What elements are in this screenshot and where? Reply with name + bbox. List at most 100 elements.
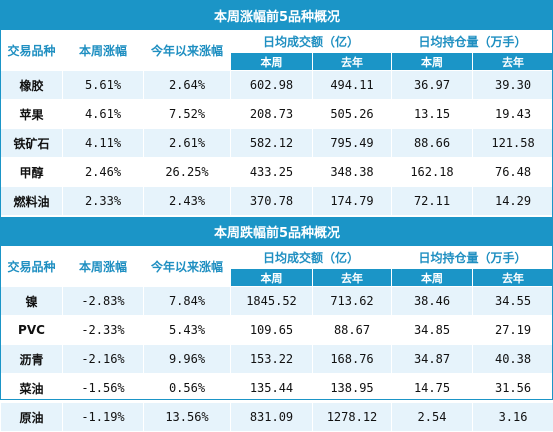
cell-volume-last-year: 348.38 xyxy=(313,158,392,187)
cell-position-last-year: 14.29 xyxy=(473,187,553,216)
top-losers-title: 本周跌幅前5品种概况 xyxy=(1,217,553,247)
cell-ytd-change: 9.96% xyxy=(144,345,231,374)
cell-week-change: 2.33% xyxy=(63,187,144,216)
cell-ytd-change: 2.43% xyxy=(144,187,231,216)
cell-variety: 燃料油 xyxy=(1,187,63,216)
cell-position-this-week: 2.54 xyxy=(392,403,473,432)
cell-position-this-week: 38.46 xyxy=(392,287,473,316)
header-position-group: 日均持仓量（万手） xyxy=(392,247,553,269)
cell-volume-this-week: 208.73 xyxy=(231,100,313,129)
header-volume-group: 日均成交额（亿） xyxy=(231,31,392,53)
cell-position-last-year: 34.55 xyxy=(473,287,553,316)
header-variety: 交易品种 xyxy=(1,247,63,287)
cell-position-last-year: 3.16 xyxy=(473,403,553,432)
cell-position-last-year: 76.48 xyxy=(473,158,553,187)
cell-volume-this-week: 433.25 xyxy=(231,158,313,187)
cell-variety: 甲醇 xyxy=(1,158,63,187)
cell-week-change: 4.11% xyxy=(63,129,144,158)
summary-tables: 本周涨幅前5品种概况 交易品种 本周涨幅 今年以来涨幅 日均成交额（亿） 日均持… xyxy=(0,0,553,400)
cell-volume-this-week: 370.78 xyxy=(231,187,313,216)
cell-week-change: -2.16% xyxy=(63,345,144,374)
cell-position-last-year: 31.56 xyxy=(473,374,553,403)
cell-volume-last-year: 168.76 xyxy=(313,345,392,374)
header-week-change: 本周涨幅 xyxy=(63,31,144,71)
cell-variety: PVC xyxy=(1,316,63,345)
header-position-group: 日均持仓量（万手） xyxy=(392,31,553,53)
header-volume-group: 日均成交额（亿） xyxy=(231,247,392,269)
header-variety: 交易品种 xyxy=(1,31,63,71)
cell-volume-this-week: 153.22 xyxy=(231,345,313,374)
cell-ytd-change: 26.25% xyxy=(144,158,231,187)
cell-volume-last-year: 795.49 xyxy=(313,129,392,158)
cell-week-change: 4.61% xyxy=(63,100,144,129)
cell-volume-this-week: 831.09 xyxy=(231,403,313,432)
cell-volume-this-week: 582.12 xyxy=(231,129,313,158)
cell-variety: 原油 xyxy=(1,403,63,432)
cell-volume-last-year: 494.11 xyxy=(313,71,392,100)
cell-position-this-week: 162.18 xyxy=(392,158,473,187)
cell-ytd-change: 7.84% xyxy=(144,287,231,316)
cell-week-change: -1.56% xyxy=(63,374,144,403)
header-volume-last-year: 去年 xyxy=(313,269,392,287)
cell-week-change: -2.33% xyxy=(63,316,144,345)
cell-volume-this-week: 602.98 xyxy=(231,71,313,100)
cell-volume-this-week: 1845.52 xyxy=(231,287,313,316)
header-position-last-year: 去年 xyxy=(473,53,553,71)
header-week-change: 本周涨幅 xyxy=(63,247,144,287)
cell-volume-this-week: 109.65 xyxy=(231,316,313,345)
top-gainers-title: 本周涨幅前5品种概况 xyxy=(1,1,553,31)
cell-variety: 沥青 xyxy=(1,345,63,374)
cell-variety: 铁矿石 xyxy=(1,129,63,158)
header-volume-this-week: 本周 xyxy=(231,53,313,71)
top-gainers-table: 本周涨幅前5品种概况 交易品种 本周涨幅 今年以来涨幅 日均成交额（亿） 日均持… xyxy=(0,0,553,216)
header-volume-last-year: 去年 xyxy=(313,53,392,71)
cell-position-this-week: 36.97 xyxy=(392,71,473,100)
cell-volume-last-year: 138.95 xyxy=(313,374,392,403)
cell-ytd-change: 2.64% xyxy=(144,71,231,100)
cell-position-this-week: 88.66 xyxy=(392,129,473,158)
cell-position-last-year: 27.19 xyxy=(473,316,553,345)
cell-volume-last-year: 174.79 xyxy=(313,187,392,216)
cell-ytd-change: 13.56% xyxy=(144,403,231,432)
cell-position-this-week: 34.87 xyxy=(392,345,473,374)
cell-volume-last-year: 88.67 xyxy=(313,316,392,345)
cell-variety: 苹果 xyxy=(1,100,63,129)
cell-position-this-week: 14.75 xyxy=(392,374,473,403)
cell-week-change: 5.61% xyxy=(63,71,144,100)
cell-position-this-week: 34.85 xyxy=(392,316,473,345)
cell-position-last-year: 39.30 xyxy=(473,71,553,100)
cell-position-this-week: 13.15 xyxy=(392,100,473,129)
cell-volume-last-year: 505.26 xyxy=(313,100,392,129)
cell-variety: 橡胶 xyxy=(1,71,63,100)
header-position-this-week: 本周 xyxy=(392,53,473,71)
cell-ytd-change: 7.52% xyxy=(144,100,231,129)
cell-week-change: 2.46% xyxy=(63,158,144,187)
cell-position-last-year: 40.38 xyxy=(473,345,553,374)
cell-volume-this-week: 135.44 xyxy=(231,374,313,403)
cell-ytd-change: 5.43% xyxy=(144,316,231,345)
cell-position-last-year: 19.43 xyxy=(473,100,553,129)
header-ytd-change: 今年以来涨幅 xyxy=(144,31,231,71)
cell-position-last-year: 121.58 xyxy=(473,129,553,158)
cell-ytd-change: 0.56% xyxy=(144,374,231,403)
cell-volume-last-year: 713.62 xyxy=(313,287,392,316)
header-ytd-change: 今年以来涨幅 xyxy=(144,247,231,287)
header-volume-this-week: 本周 xyxy=(231,269,313,287)
header-position-last-year: 去年 xyxy=(473,269,553,287)
cell-position-this-week: 72.11 xyxy=(392,187,473,216)
cell-ytd-change: 2.61% xyxy=(144,129,231,158)
cell-week-change: -2.83% xyxy=(63,287,144,316)
header-position-this-week: 本周 xyxy=(392,269,473,287)
cell-volume-last-year: 1278.12 xyxy=(313,403,392,432)
cell-variety: 菜油 xyxy=(1,374,63,403)
